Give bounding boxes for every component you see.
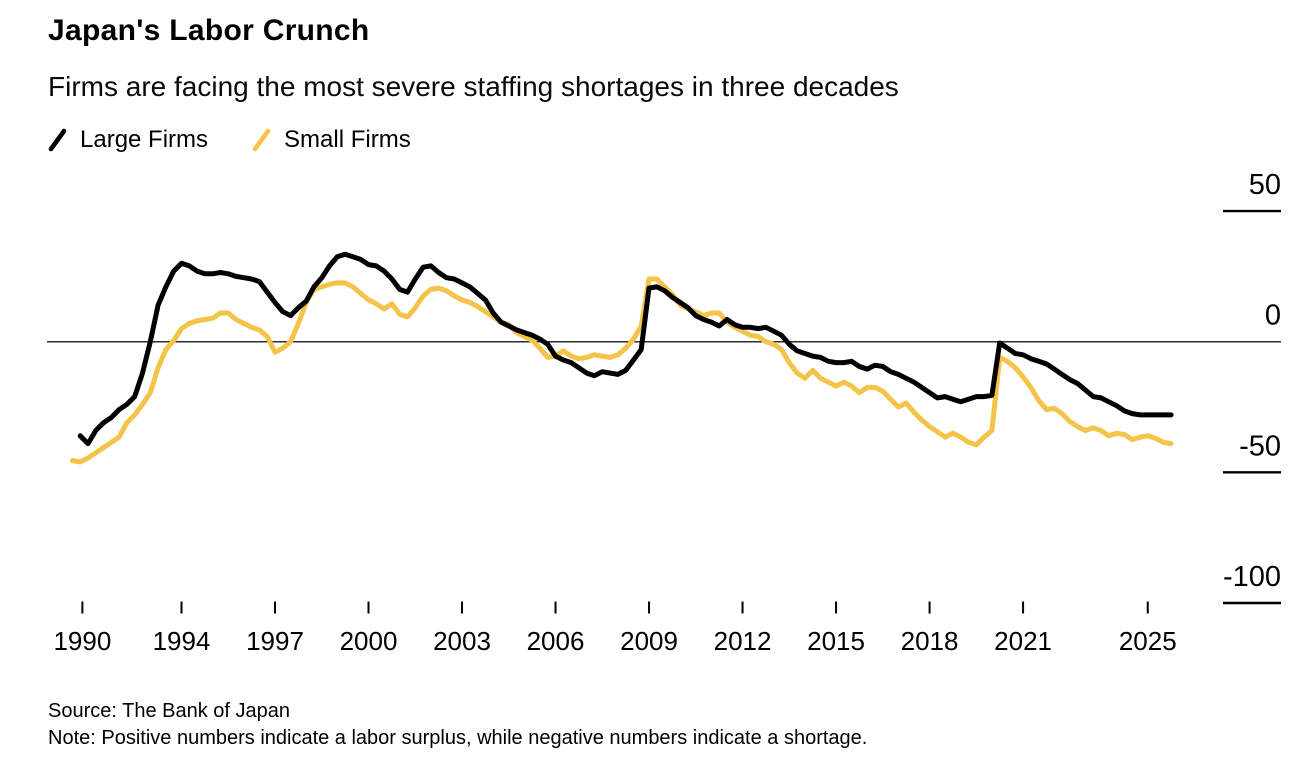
y-axis-label: 0: [1265, 300, 1281, 332]
x-axis-label: 2021: [994, 626, 1052, 656]
y-axis-label: -100: [1223, 561, 1281, 593]
legend-label-large-firms: Large Firms: [80, 126, 209, 153]
series-line-small-firms: [69, 276, 1174, 465]
chart-title: Japan's Labor Crunch: [48, 14, 370, 47]
x-axis-label: 2012: [714, 626, 772, 656]
legend: Large Firms Small Firms: [48, 126, 411, 154]
legend-item-small-firms: Small Firms: [252, 126, 411, 154]
x-axis-label: 2025: [1119, 626, 1177, 656]
x-axis-label: 2018: [901, 626, 959, 656]
x-axis-label: 2009: [620, 626, 678, 656]
x-axis-label: 1997: [246, 626, 304, 656]
x-axis-label: 2003: [433, 626, 491, 656]
chart-subtitle: Firms are facing the most severe staffin…: [48, 71, 899, 102]
line-swatch-icon: [48, 128, 67, 152]
y-axis-label: 50: [1249, 169, 1281, 201]
source-text: Source: The Bank of Japan: [48, 700, 291, 722]
line-swatch-icon: [252, 128, 271, 152]
legend-label-small-firms: Small Firms: [284, 126, 411, 153]
x-axis-label: 1994: [153, 626, 211, 656]
x-axis-label: 2006: [527, 626, 585, 656]
note-text: Note: Positive numbers indicate a labor …: [48, 727, 868, 749]
x-axis-label: 2015: [807, 626, 865, 656]
legend-item-large-firms: Large Firms: [48, 126, 208, 154]
series-line-large-firms: [77, 251, 1174, 447]
y-axis-label: -50: [1239, 430, 1281, 462]
x-axis-label: 2000: [340, 626, 398, 656]
x-axis-label: 1990: [53, 626, 111, 656]
